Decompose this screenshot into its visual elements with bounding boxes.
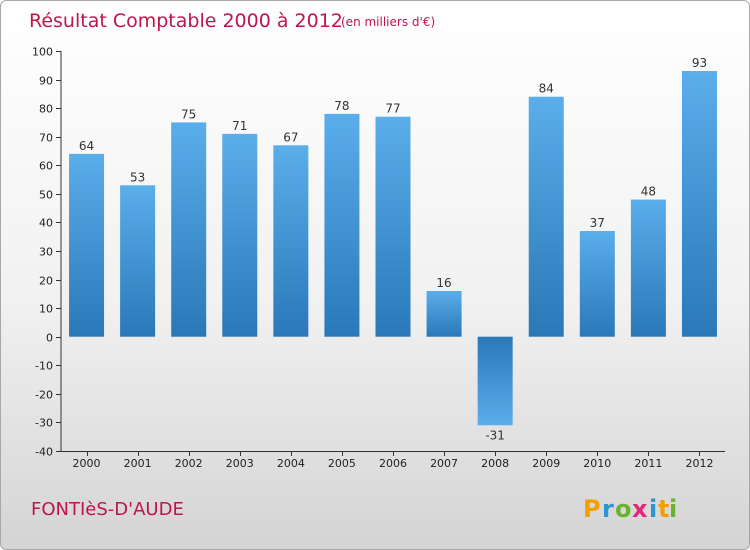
y-tick-label: -30	[35, 417, 53, 430]
x-tick-label: 2010	[583, 457, 611, 470]
x-tick-label: 2006	[379, 457, 407, 470]
y-tick-label: 20	[39, 275, 53, 288]
bar-2011	[630, 199, 666, 337]
y-tick-label: 80	[39, 103, 53, 116]
y-tick-label: 90	[39, 75, 53, 88]
data-label-2012: 93	[692, 56, 707, 70]
logo-letter: x	[632, 495, 648, 523]
bar-2004	[273, 145, 309, 337]
x-tick-label: 2002	[175, 457, 203, 470]
logo-letter: i	[649, 495, 657, 523]
x-tick-label: 2012	[685, 457, 713, 470]
logo-letter: t	[658, 495, 669, 523]
x-tick-label: 2008	[481, 457, 509, 470]
bar-2009	[528, 96, 564, 337]
bar-2001	[120, 185, 156, 337]
bar-2006	[375, 116, 411, 337]
bar-2003	[222, 133, 258, 337]
y-tick-label: 100	[32, 46, 53, 59]
x-tick-label: 2011	[634, 457, 662, 470]
bar-2002	[171, 122, 207, 337]
x-axis: 2000 2001 2002 2003 2004 2005 2006 2007 2008 2009…	[61, 451, 725, 470]
x-tick-label: 2007	[430, 457, 458, 470]
y-tick-label: 0	[46, 332, 53, 345]
data-label-2001: 53	[130, 170, 145, 184]
bars: 64 53 75 71 67 78 77 16 -31 84 37 48 93	[69, 56, 717, 442]
y-tick-label: 30	[39, 246, 53, 259]
data-label-2000: 64	[79, 139, 94, 153]
data-label-2010: 37	[590, 216, 605, 230]
chart-title: Résultat Comptable 2000 à 2012	[29, 10, 343, 32]
chart-subtitle: (en milliers d'€)	[341, 15, 435, 29]
data-label-2004: 67	[283, 130, 298, 144]
y-tick-label: -40	[35, 446, 53, 459]
bar-2007	[426, 291, 462, 337]
x-tick-label: 2009	[532, 457, 560, 470]
data-label-2009: 84	[539, 82, 554, 96]
y-tick-label: 70	[39, 132, 53, 145]
data-label-2008: -31	[485, 428, 505, 442]
data-label-2003: 71	[232, 119, 247, 133]
data-label-2005: 78	[334, 99, 349, 113]
logo-letter: o	[615, 495, 632, 523]
y-tick-label: -10	[35, 360, 53, 373]
bar-2000	[69, 153, 105, 337]
y-axis: -40 -30 -20 -10 0 10 20 30 40 50 60 70 80 90 100	[32, 46, 62, 459]
bar-2008	[477, 336, 513, 426]
y-tick-label: 10	[39, 303, 53, 316]
logo-letter: i	[669, 495, 677, 523]
x-tick-label: 2005	[328, 457, 356, 470]
y-tick-label: 60	[39, 160, 53, 173]
bar-2010	[579, 231, 615, 337]
logo-letter: P	[583, 495, 601, 523]
y-tick-label: 50	[39, 189, 53, 202]
x-tick-label: 2000	[73, 457, 101, 470]
x-tick-label: 2004	[277, 457, 305, 470]
x-tick-label: 2001	[124, 457, 152, 470]
data-label-2007: 16	[436, 276, 451, 290]
logo-letter: r	[602, 495, 614, 523]
x-tick-label: 2003	[226, 457, 254, 470]
data-label-2011: 48	[641, 185, 656, 199]
data-label-2002: 75	[181, 107, 196, 121]
bar-2012	[681, 71, 717, 337]
y-tick-label: 40	[39, 217, 53, 230]
bar-2005	[324, 113, 360, 337]
commune-name: FONTIèS-D'AUDE	[31, 499, 184, 520]
data-label-2006: 77	[385, 102, 400, 116]
y-tick-label: -20	[35, 389, 53, 402]
